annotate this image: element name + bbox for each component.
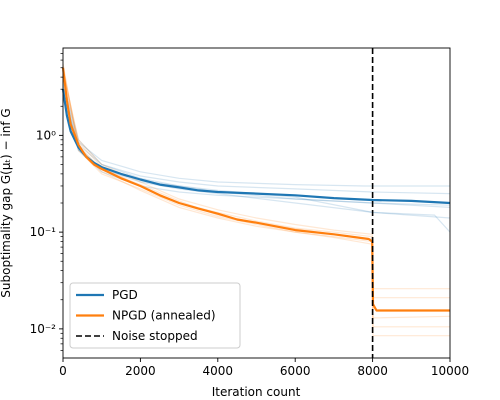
x-tick-label: 10000 <box>431 364 469 378</box>
x-axis-label: Iteration count <box>212 385 301 399</box>
y-tick-label: 10⁰ <box>36 128 56 142</box>
legend-label: PGD <box>112 288 138 302</box>
legend-label: NPGD (annealed) <box>112 309 216 323</box>
x-tick-label: 6000 <box>280 364 311 378</box>
legend: PGD NPGD (annealed) Noise stopped <box>70 283 240 348</box>
x-tick-label: 8000 <box>357 364 388 378</box>
y-tick-label: 10⁻² <box>30 322 57 336</box>
faint-run-line-5 <box>63 82 450 208</box>
x-tick-label: 0 <box>59 364 67 378</box>
x-tick-label: 4000 <box>203 364 234 378</box>
x-tick-label: 2000 <box>125 364 156 378</box>
legend-label: Noise stopped <box>112 329 198 343</box>
y-axis-label: Suboptimality gap G(μₜ) − inf G <box>0 108 13 297</box>
series-line-npgd-annealed- <box>63 68 450 311</box>
y-tick-label: 10⁻¹ <box>30 225 57 239</box>
faint-run-line-2 <box>63 92 450 232</box>
